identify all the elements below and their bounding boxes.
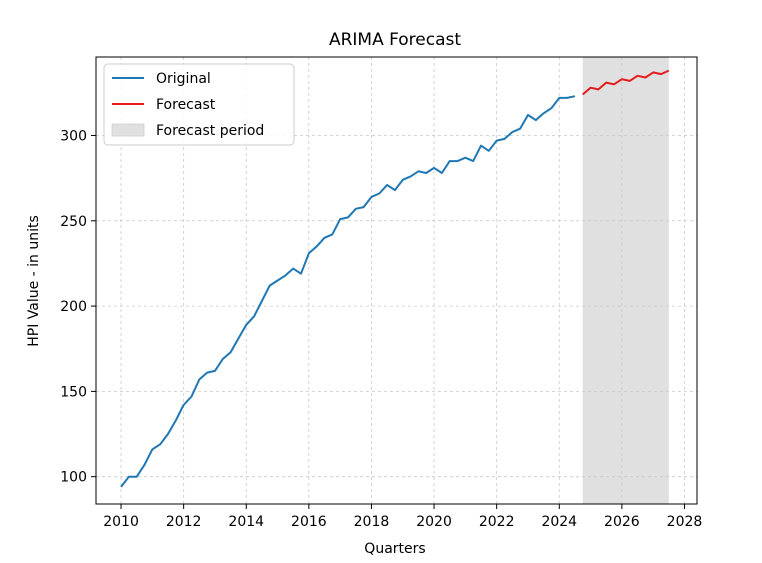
legend: Original Forecast Forecast period	[103, 63, 295, 146]
x-tick-label: 2020	[416, 514, 452, 530]
legend-label: Original	[156, 71, 211, 87]
y-tick-label: 100	[60, 470, 87, 486]
forecast-period-band	[582, 57, 669, 504]
legend-swatch-forecast-period	[111, 123, 145, 137]
x-tick-label: 2022	[479, 514, 515, 530]
series-line-original	[120, 95, 576, 488]
series-line-forecast	[582, 69, 670, 96]
legend-box	[103, 63, 295, 146]
y-tick-label: 250	[60, 214, 87, 230]
x-tick-label: 2028	[667, 514, 703, 530]
plot-area: 2010 2012 2014 2016 2018 2020 2022 2024 2026 2028…	[60, 56, 703, 530]
x-tick-label: 2016	[291, 514, 327, 530]
legend-label: Forecast	[156, 97, 216, 113]
y-tick-label: 200	[60, 299, 87, 315]
chart-title: ARIMA Forecast	[329, 30, 461, 50]
x-tick-label: 2018	[354, 514, 390, 530]
y-tick-label: 300	[60, 128, 87, 144]
x-tick-label: 2024	[541, 514, 577, 530]
x-tick-label: 2010	[103, 514, 139, 530]
x-tick-label: 2014	[228, 514, 264, 530]
y-tick-label: 150	[60, 384, 87, 400]
x-tick-label: 2012	[166, 514, 202, 530]
y-axis-label: HPI Value - in units	[26, 215, 42, 347]
x-tick-label: 2026	[604, 514, 640, 530]
plot-frame	[95, 56, 698, 505]
legend-label: Forecast period	[156, 123, 264, 139]
x-axis-label: Quarters	[364, 541, 425, 557]
